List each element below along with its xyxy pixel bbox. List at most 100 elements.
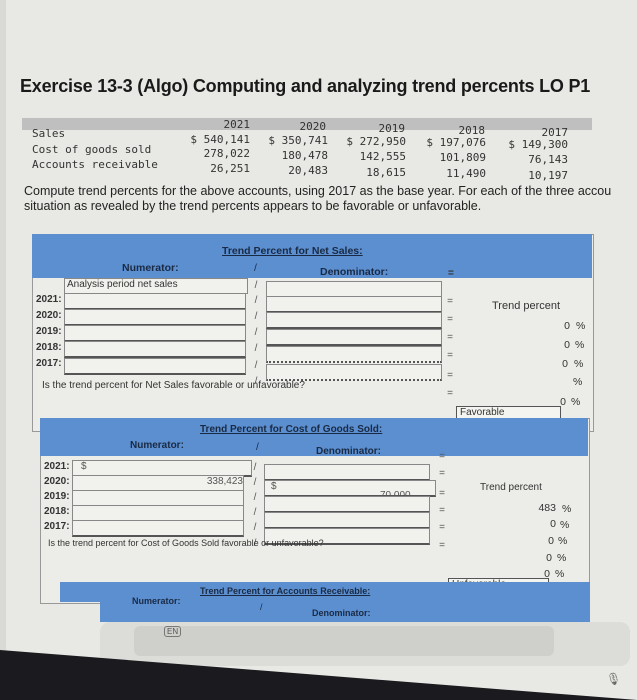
net-sales-title: Trend Percent for Net Sales: bbox=[222, 245, 363, 257]
year-header: 2019 bbox=[378, 122, 406, 135]
cell: $ 350,741 bbox=[268, 134, 328, 147]
slash: / bbox=[254, 343, 258, 354]
equals: = bbox=[448, 268, 454, 279]
numerator-input-2017[interactable] bbox=[72, 520, 244, 537]
year-label: 2021: bbox=[36, 294, 62, 305]
equals: = bbox=[439, 522, 445, 533]
denominator-input-2017[interactable] bbox=[266, 364, 442, 381]
numerator-input-2021[interactable] bbox=[64, 293, 246, 310]
cell: 278,022 bbox=[203, 147, 250, 160]
cell: 26,251 bbox=[210, 162, 250, 175]
net-sales-question: Is the trend percent for Net Sales favor… bbox=[42, 380, 305, 391]
ar-title: Trend Percent for Accounts Receivable: bbox=[200, 586, 371, 596]
denominator-label: Denominator: bbox=[316, 446, 381, 457]
cell: $ 197,076 bbox=[426, 136, 486, 149]
percent-sign: % bbox=[571, 396, 581, 408]
net-sales-header: Trend Percent for Net Sales: bbox=[32, 234, 592, 260]
equals: = bbox=[439, 540, 445, 551]
denominator-input-2017[interactable] bbox=[264, 528, 430, 545]
year-header: 2020 bbox=[299, 120, 327, 133]
slash: / bbox=[254, 327, 258, 338]
numerator-input-2017[interactable] bbox=[64, 358, 246, 375]
denominator-label: Denominator: bbox=[320, 266, 389, 278]
cell: 101,809 bbox=[439, 151, 486, 164]
slash: / bbox=[256, 442, 259, 453]
numerator-header-input[interactable]: Analysis period net sales bbox=[64, 278, 248, 294]
denominator-input-2019[interactable] bbox=[264, 496, 430, 513]
year-header: 2018 bbox=[458, 124, 486, 137]
equals: = bbox=[447, 388, 453, 399]
slash: / bbox=[254, 311, 258, 322]
slash: / bbox=[253, 522, 257, 533]
percent-sign: % bbox=[560, 519, 570, 531]
year-label: 2017: bbox=[36, 358, 62, 369]
equals: = bbox=[447, 332, 453, 343]
denominator-input-2021[interactable] bbox=[264, 464, 430, 481]
trend-value: 0 bbox=[550, 518, 556, 530]
cell: 180,478 bbox=[281, 149, 328, 162]
year-header: 2017 bbox=[541, 126, 569, 139]
trend-value: 0 bbox=[544, 568, 550, 580]
language-key[interactable]: EN bbox=[164, 626, 182, 637]
microphone-icon[interactable]: 🎙 bbox=[606, 672, 622, 686]
cell: 11,490 bbox=[446, 167, 486, 180]
equals: = bbox=[447, 350, 453, 361]
cell: 10,197 bbox=[528, 169, 568, 182]
row-label-ar: Accounts receivable bbox=[32, 158, 158, 171]
denominator-label: Denominator: bbox=[312, 608, 371, 618]
percent-sign: % bbox=[575, 339, 585, 351]
numerator-input-2018[interactable] bbox=[64, 341, 246, 358]
numerator-input-2020[interactable] bbox=[64, 309, 246, 326]
slash: / bbox=[254, 262, 257, 274]
denominator-input-2020[interactable] bbox=[266, 312, 442, 329]
trend-percent-header: Trend percent bbox=[480, 482, 542, 493]
slash: / bbox=[254, 295, 258, 306]
percent-sign: % bbox=[557, 552, 567, 564]
year-header: 2021 bbox=[223, 118, 251, 131]
equals: = bbox=[447, 370, 453, 381]
cogs-question: Is the trend percent for Cost of Goods S… bbox=[48, 538, 324, 548]
equals: = bbox=[439, 451, 445, 462]
numerator-input-2019[interactable] bbox=[64, 325, 246, 342]
equals: = bbox=[439, 505, 445, 516]
equals: = bbox=[439, 488, 445, 499]
slash: / bbox=[260, 602, 263, 612]
trend-value: 0 bbox=[564, 320, 570, 332]
year-label: 2018: bbox=[44, 506, 70, 517]
trend-value: 0 bbox=[546, 552, 552, 564]
data-table: 2021 2020 2019 2018 2017 Sales Cost of g… bbox=[22, 118, 592, 182]
row-label-cogs: Cost of goods sold bbox=[32, 143, 152, 156]
percent-sign: % bbox=[573, 376, 583, 388]
numerator-label: Numerator: bbox=[122, 262, 179, 274]
cogs-title: Trend Percent for Cost of Goods Sold: bbox=[200, 424, 383, 435]
trend-value: 483 bbox=[538, 502, 556, 514]
trend-percent-header: Trend percent bbox=[492, 300, 561, 312]
year-label: 2020: bbox=[44, 476, 70, 487]
cell: $ 149,300 bbox=[508, 138, 568, 151]
keyboard-input[interactable] bbox=[134, 626, 554, 656]
cell: 20,483 bbox=[288, 164, 328, 177]
trend-value: 0 bbox=[562, 358, 568, 370]
denominator-input-2018[interactable] bbox=[264, 512, 430, 529]
percent-sign: % bbox=[576, 320, 586, 332]
year-label: 2017: bbox=[44, 521, 70, 532]
trend-value: 0 bbox=[560, 396, 566, 408]
header-band bbox=[22, 118, 592, 130]
percent-sign: % bbox=[558, 535, 568, 547]
cell: 18,615 bbox=[366, 166, 406, 179]
denominator-input-2019[interactable] bbox=[266, 329, 442, 346]
year-label: 2019: bbox=[36, 326, 62, 337]
denominator-input-2021[interactable] bbox=[266, 296, 442, 313]
slash: / bbox=[253, 492, 257, 503]
numerator-label: Numerator: bbox=[130, 440, 184, 451]
trend-value: 0 bbox=[548, 535, 554, 547]
slash: / bbox=[254, 280, 258, 291]
net-sales-subheader: Numerator: / Denominator: bbox=[32, 260, 592, 278]
slash: / bbox=[253, 477, 257, 488]
denominator-input-2018[interactable] bbox=[266, 346, 442, 363]
year-label: 2018: bbox=[36, 342, 62, 353]
cell: $ 272,950 bbox=[346, 135, 406, 148]
cell: 76,143 bbox=[528, 153, 568, 166]
year-label: 2020: bbox=[36, 310, 62, 321]
equals: = bbox=[439, 468, 445, 479]
